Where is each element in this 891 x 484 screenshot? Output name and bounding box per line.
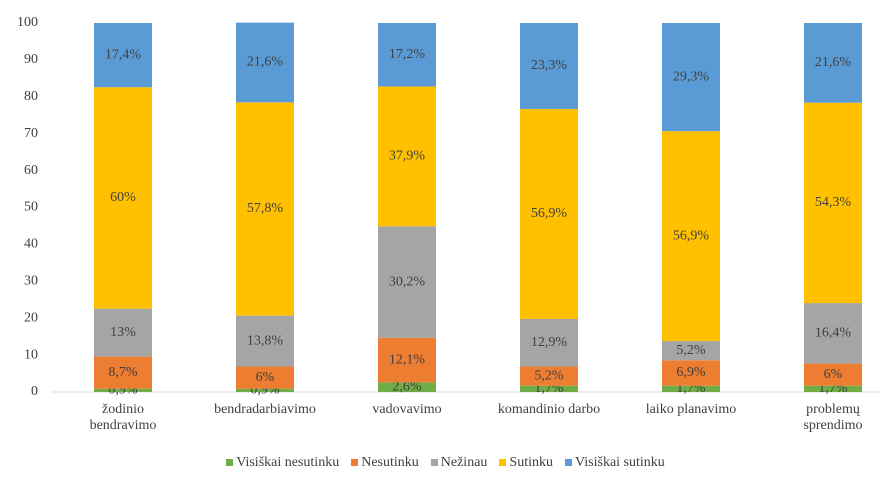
data-label: 16,4%: [815, 326, 852, 341]
y-tick-label: 40: [24, 237, 38, 252]
bar-segment: [804, 23, 862, 103]
y-tick-label: 90: [24, 52, 38, 67]
bar-segment: [520, 366, 578, 386]
y-tick-label: 0: [31, 384, 38, 399]
legend-label: Visiškai sutinku: [575, 455, 665, 470]
legend-swatch: [430, 459, 438, 467]
data-label: 21,6%: [247, 55, 284, 70]
bar-segment: [378, 382, 436, 392]
legend-item: Visiškai nesutinku: [226, 455, 339, 471]
bar-segment: [94, 23, 152, 88]
y-tick-label: 80: [24, 89, 38, 104]
data-label: 6%: [824, 367, 843, 382]
legend-item: Visiškai sutinku: [565, 455, 665, 471]
legend-item: Sutinku: [499, 455, 553, 471]
legend-label: Nesutinku: [361, 455, 419, 470]
data-label: 13,8%: [247, 333, 284, 348]
bar-segment: [378, 86, 436, 227]
bar-segment: [236, 22, 294, 103]
bar-segment: [94, 356, 152, 389]
bar-segment: [520, 385, 578, 392]
y-tick-label: 10: [24, 347, 38, 362]
data-label: 8,7%: [108, 365, 138, 380]
data-label: 13%: [110, 325, 136, 340]
bar-segment: [94, 87, 152, 309]
legend-swatch: [565, 459, 572, 467]
bar-segment: [662, 131, 720, 342]
bar-segment: [662, 385, 720, 392]
data-label: 56,9%: [673, 228, 710, 243]
y-tick-label: 60: [24, 163, 38, 178]
bar-segment: [236, 102, 294, 316]
bar-segment: [804, 363, 862, 386]
legend-item: Nežinau: [430, 455, 488, 471]
data-label: 23,3%: [531, 58, 568, 73]
data-label: 5,2%: [676, 343, 706, 358]
legend-label: Visiškai nesutinku: [236, 455, 340, 470]
y-tick-label: 50: [24, 200, 38, 215]
y-tick-label: 20: [24, 310, 38, 325]
bar-segment: [378, 337, 436, 383]
data-label: 30,2%: [389, 274, 426, 289]
bar-segment: [520, 108, 578, 319]
legend-item: Nesutinku: [351, 455, 419, 471]
data-label: 17,2%: [389, 47, 426, 62]
data-label: 56,9%: [531, 206, 568, 221]
x-tick-label: komandinio darbo: [497, 402, 601, 417]
bar-segment: [662, 360, 720, 386]
legend-swatch: [351, 459, 359, 467]
data-label: 12,1%: [389, 352, 426, 367]
data-label: 57,8%: [247, 201, 284, 216]
bar-segment: [236, 366, 294, 389]
data-label: 6,9%: [676, 365, 706, 380]
bar-segment: [804, 303, 862, 364]
bar-segment: [94, 308, 152, 357]
data-label: 6%: [256, 370, 275, 385]
x-tick-label: žodinio bendravimo: [89, 402, 157, 433]
bar-segment: [236, 388, 294, 392]
legend-label: Nežinau: [440, 455, 488, 470]
legend-swatch: [226, 459, 234, 467]
data-label: 2,6%: [392, 379, 422, 394]
legend-swatch: [499, 459, 507, 467]
legend-label: Sutinku: [509, 455, 553, 470]
data-label: 21,6%: [815, 55, 852, 70]
bar-segment: [520, 23, 578, 109]
y-tick-label: 70: [24, 126, 38, 141]
bar-segment: [804, 102, 862, 304]
bar-segment: [236, 315, 294, 367]
y-tick-label: 100: [17, 15, 38, 30]
bar-segment: [520, 318, 578, 367]
x-tick-label: problemų sprendimo: [803, 402, 863, 433]
bar-segment: [662, 23, 720, 132]
x-tick-label: bendradarbiavimo: [214, 402, 316, 417]
bar-segment: [378, 23, 436, 87]
legend: Visiškai nesutinku Nesutinku Nežinau Sutink…: [0, 455, 891, 471]
x-tick-label: vadovavimo: [372, 402, 442, 417]
bar-segment: [662, 341, 720, 361]
bar-segment: [804, 385, 862, 392]
data-label: 17,4%: [105, 47, 142, 62]
data-label: 54,3%: [815, 195, 852, 210]
y-tick-label: 30: [24, 274, 38, 289]
bar-segment: [94, 388, 152, 392]
data-label: 5,2%: [534, 368, 564, 383]
x-tick-label: laiko planavimo: [645, 402, 737, 417]
bar-segment: [378, 226, 436, 338]
data-label: 37,9%: [389, 149, 426, 164]
data-label: 60%: [110, 190, 136, 205]
data-label: 12,9%: [531, 335, 568, 350]
data-label: 29,3%: [673, 69, 710, 84]
